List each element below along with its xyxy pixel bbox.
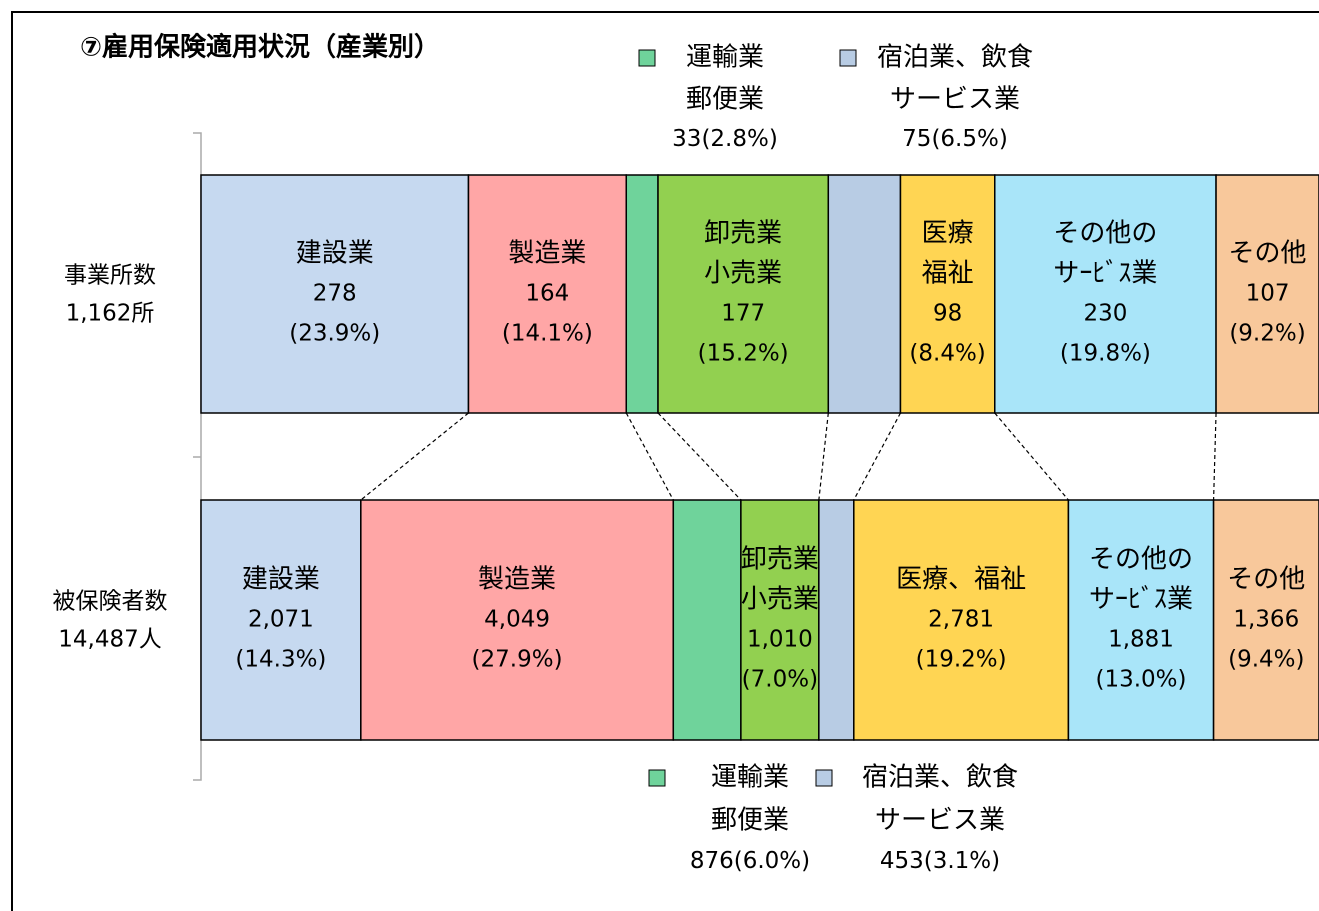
value-label: 2,781 — [928, 607, 994, 633]
value-label: 1,010 — [747, 627, 813, 653]
bar-segment — [994, 174, 1217, 414]
bar-segment — [1212, 499, 1319, 741]
value-label: 164 — [525, 281, 569, 307]
bar-segment — [827, 174, 902, 414]
value-label: 98 — [933, 301, 962, 327]
segment-label: 小売業 — [741, 585, 819, 615]
bar-segment — [1215, 174, 1319, 414]
row-label: 被保険者数 — [53, 589, 168, 615]
value-label: 33 — [672, 126, 701, 152]
segment-label: サｰﾋﾞｽ業 — [1089, 585, 1193, 615]
segment-label: 郵便業 — [686, 85, 764, 115]
pct-label: (27.9%) — [472, 647, 563, 673]
bar-segment — [899, 174, 996, 414]
pct-label: (6.5%) — [931, 126, 1007, 152]
chart-title: ⑦雇用保険適用状況（産業別） — [80, 32, 440, 63]
segment-value: 33(2.8%) — [672, 126, 778, 152]
axis-bracket — [193, 132, 202, 781]
segment-label: サービス業 — [890, 85, 1020, 115]
connector — [657, 412, 742, 501]
pct-label: (2.8%) — [701, 126, 777, 152]
value-label: 230 — [1083, 301, 1127, 327]
legend-swatch — [638, 49, 656, 67]
bar-segment — [200, 499, 362, 741]
bar-segment — [672, 499, 742, 741]
bar-segment — [740, 499, 820, 741]
connector — [818, 412, 829, 501]
segment-label: その他 — [1227, 565, 1305, 595]
legend-swatch — [815, 769, 833, 787]
segment-label: 宿泊業、飲食 — [862, 763, 1018, 793]
pct-label: (19.8%) — [1060, 341, 1151, 367]
segment-label: 運輸業 — [711, 763, 789, 793]
segment-label: 医療 — [922, 219, 974, 249]
pct-label: (9.2%) — [1229, 321, 1305, 347]
segment-label: 製造業 — [508, 239, 586, 269]
value-label: 75 — [902, 126, 931, 152]
segment-label: その他の — [1089, 545, 1193, 575]
value-label: 278 — [313, 281, 357, 307]
segment-label: 小売業 — [704, 259, 782, 289]
segment-label: 卸売業 — [704, 219, 782, 249]
connector — [994, 412, 1069, 501]
value-label: 107 — [1246, 281, 1290, 307]
segment-label: その他 — [1229, 239, 1307, 269]
segment-value: 75(6.5%) — [902, 126, 1008, 152]
value-label: 876 — [690, 848, 734, 874]
segment-label: 医療、福祉 — [896, 565, 1026, 595]
frame — [11, 11, 1319, 911]
segment-label: 福祉 — [922, 259, 974, 289]
segment-label: 建設業 — [242, 565, 320, 595]
pct-label: (15.2%) — [698, 341, 789, 367]
bar-segment — [360, 499, 675, 741]
segment-label: 建設業 — [296, 239, 374, 269]
segment-label: 運輸業 — [686, 43, 764, 73]
bar-segment — [200, 174, 470, 414]
segment-label: サｰﾋﾞｽ業 — [1053, 259, 1157, 289]
pct-label: (6.0%) — [734, 848, 810, 874]
pct-label: (3.1%) — [924, 848, 1000, 874]
pct-label: (13.0%) — [1095, 667, 1186, 693]
bar-segment — [467, 174, 628, 414]
pct-label: (19.2%) — [916, 647, 1007, 673]
legend-swatch — [839, 49, 857, 67]
pct-label: (8.4%) — [909, 341, 985, 367]
pct-label: (7.0%) — [742, 667, 818, 693]
value-label: 177 — [721, 301, 765, 327]
bar-segment — [1067, 499, 1215, 741]
pct-label: (9.4%) — [1228, 647, 1304, 673]
segment-label: 卸売業 — [741, 545, 819, 575]
value-label: 453 — [880, 848, 924, 874]
bar-segment — [818, 499, 855, 741]
pct-label: (14.3%) — [235, 647, 326, 673]
connector — [853, 412, 902, 501]
connector — [1212, 412, 1217, 501]
value-label: 1,881 — [1108, 627, 1174, 653]
segment-label: その他の — [1053, 219, 1157, 249]
row-label: 14,487人 — [58, 627, 161, 653]
connector — [360, 412, 469, 501]
bar-segment — [657, 174, 830, 414]
bar-segment — [625, 174, 659, 414]
segment-label: サービス業 — [875, 806, 1005, 836]
legend-swatch — [648, 769, 666, 787]
value-label: 1,366 — [1233, 607, 1299, 633]
pct-label: (14.1%) — [502, 321, 593, 347]
segment-value: 453(3.1%) — [880, 848, 1000, 874]
row-label: 事業所数 — [64, 263, 156, 289]
pct-label: (23.9%) — [289, 321, 380, 347]
segment-value: 876(6.0%) — [690, 848, 810, 874]
bar-segment — [853, 499, 1070, 741]
segment-label: 郵便業 — [711, 806, 789, 836]
connector — [625, 412, 674, 501]
row-label: 1,162所 — [66, 301, 155, 327]
segment-label: 製造業 — [478, 565, 556, 595]
segment-label: 宿泊業、飲食 — [877, 43, 1033, 73]
value-label: 4,049 — [484, 607, 550, 633]
value-label: 2,071 — [248, 607, 314, 633]
